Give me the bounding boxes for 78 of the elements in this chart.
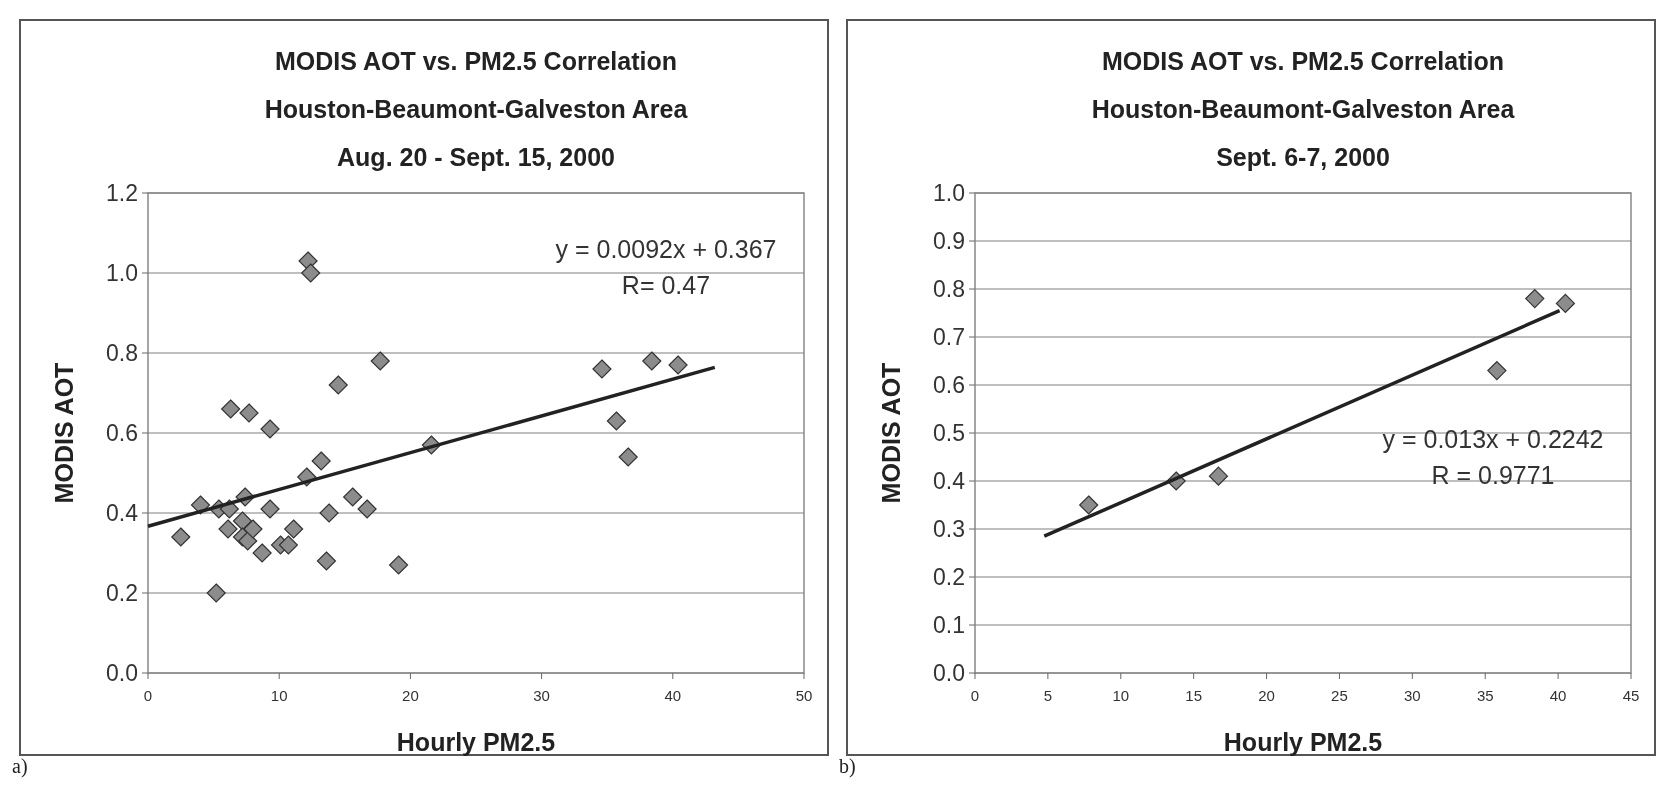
x-tick-label: 30 [1403,687,1421,704]
y-tick-label: 1.0 [106,260,138,286]
x-tick-label: 50 [795,687,813,704]
point [171,527,191,547]
x-tick-label: 15 [1185,687,1203,704]
y-axis-title: MODIS AOT [877,362,905,504]
y-tick-label: 0.6 [106,420,138,446]
y-tick-label: 0.8 [933,276,965,302]
x-tick-label: 10 [270,687,288,704]
y-tick-label: 0.9 [933,228,965,254]
point [284,519,304,539]
point [618,447,638,467]
chart-title: MODIS AOT vs. PM2.5 Correlation Houston-Beaumont-Galveston Area Aug. 20 - Sept. 15, 2000 [264,47,689,171]
annotation: R = 0.9771 [1431,461,1555,489]
y-tick-label: 0.3 [933,516,965,542]
point [260,499,280,519]
y-tick-label: 0.4 [106,500,139,526]
point [252,543,272,563]
annotation: R= 0.47 [621,271,711,299]
point [1079,495,1099,515]
point [606,411,626,431]
x-tick-label: 20 [402,687,419,704]
y-tick-label: 0.8 [106,340,138,366]
point [301,263,321,283]
point [592,359,612,379]
y-tick-label: 0.7 [933,324,965,350]
point [311,451,331,471]
point [1555,293,1575,313]
point [218,519,238,539]
y-tick-label: 0.2 [106,580,138,606]
text: a) [12,755,28,778]
point [328,375,348,395]
point [278,535,298,555]
y-tick-label: 0.0 [106,660,138,686]
point [260,419,280,439]
x-axis-title: Hourly PM2.5 [1223,728,1383,756]
point [388,555,409,575]
y-tick-label: 0.5 [933,420,965,446]
point [319,503,339,523]
x-tick-label: 0 [143,687,153,704]
y-axis-title: MODIS AOT [50,362,78,504]
x-tick-label: 0 [970,687,980,704]
point [370,351,390,371]
x-tick-label: 5 [1043,687,1053,704]
y-tick-label: 0.0 [933,660,965,686]
point [668,355,688,375]
y-tick-label: 0.2 [933,564,965,590]
x-tick-label: 10 [1112,687,1130,704]
point [206,583,226,603]
annotation: y = 0.0092x + 0.367 [555,235,777,263]
point [343,487,363,507]
point [1487,361,1507,381]
point [1208,466,1229,486]
x-axis-title: Hourly PM2.5 [396,728,556,756]
x-tick-label: 45 [1622,687,1640,704]
y-tick-label: 0.4 [933,468,966,494]
point [232,511,253,531]
point [316,551,337,571]
text: b) [839,755,856,778]
point [642,351,662,371]
point [221,399,241,419]
y-tick-label: 0.1 [933,612,965,638]
y-tick-label: 1.2 [106,180,138,206]
y-tick-label: 1.0 [933,180,965,206]
y-tick-label: 0.6 [933,372,965,398]
point [239,403,259,423]
point [243,519,263,539]
point [238,531,258,551]
x-tick-label: 35 [1476,687,1494,704]
point [357,499,377,519]
point [1525,289,1545,309]
x-tick-label: 40 [664,687,682,704]
annotation: y = 0.013x + 0.2242 [1382,425,1604,453]
x-tick-label: 20 [1258,687,1275,704]
chart-title: MODIS AOT vs. PM2.5 Correlation Houston-Beaumont-Galveston Area Sept. 6-7, 2000 [1091,47,1516,171]
x-tick-label: 40 [1549,687,1567,704]
x-tick-label: 25 [1331,687,1348,704]
x-tick-label: 30 [533,687,550,704]
